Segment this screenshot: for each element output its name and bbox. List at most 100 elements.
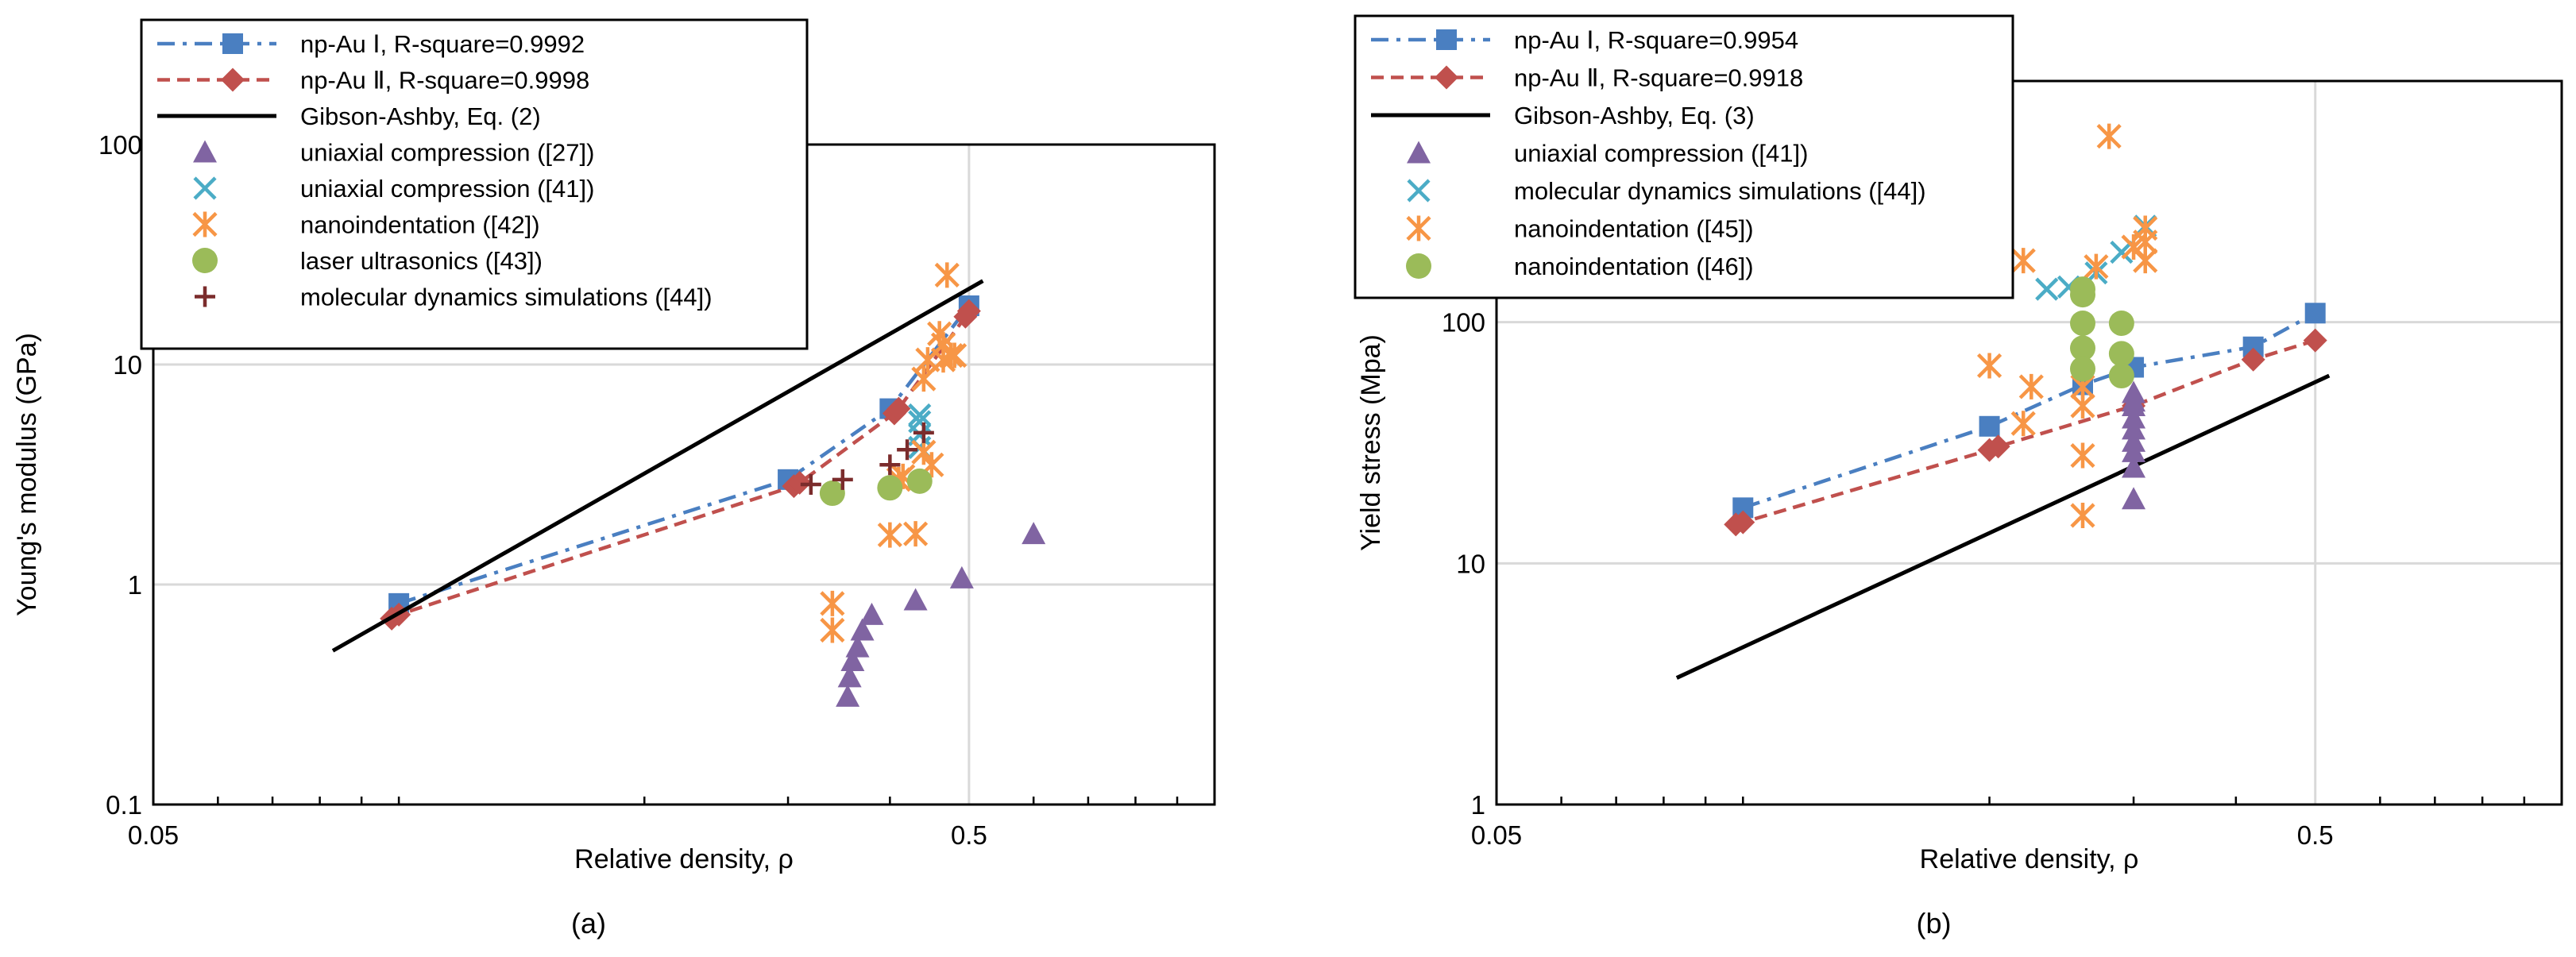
panel-a-x-axis-label: Relative density, ρ bbox=[574, 844, 794, 874]
panel-b: 0.05 0.5 1 10 100 Relative density, ρ Yield st… bbox=[1354, 14, 2563, 940]
panel-b-data-point bbox=[2010, 411, 2036, 437]
panel-a-data-point bbox=[938, 342, 964, 369]
panel-a-data-point bbox=[913, 422, 934, 443]
panel-b-y-tick-label: 100 bbox=[1442, 308, 1485, 338]
panel-b-data-point bbox=[2070, 356, 2096, 382]
panel-a-data-point bbox=[949, 565, 974, 588]
panel-a-x-tick-label: 0.5 bbox=[951, 820, 987, 850]
panel-a-data-point bbox=[820, 590, 845, 616]
panel-a-data-point bbox=[886, 396, 911, 421]
panel-b-series-line bbox=[1735, 338, 2316, 527]
panel-a-data-point bbox=[877, 522, 902, 548]
panel-b-series-line bbox=[1742, 311, 2316, 510]
panel-b-y-axis-label: Yield stress (Mpa) bbox=[1356, 334, 1386, 551]
panel-b-data-point bbox=[2108, 310, 2134, 336]
panel-a-series-1 bbox=[380, 299, 981, 631]
panel-b-data-point bbox=[2084, 253, 2109, 280]
panel-a-x-tick-label: 0.05 bbox=[128, 820, 179, 850]
panel-a-series-line bbox=[398, 304, 971, 606]
panel-a-data-point bbox=[1022, 522, 1046, 545]
panel-a-legend-label: nanoindentation ([42]) bbox=[300, 211, 540, 239]
panel-b-data-point bbox=[2070, 442, 2095, 469]
panel-a-data-point bbox=[908, 410, 932, 434]
panel-a-legend-label: uniaxial compression ([41]) bbox=[300, 175, 594, 203]
panel-b-data-point bbox=[2304, 303, 2326, 324]
panel-b-y-tick-label: 1 bbox=[1471, 790, 1485, 820]
panel-b-data-point bbox=[2110, 241, 2134, 264]
panel-b-legend-marker bbox=[1435, 65, 1458, 90]
panel-a-y-tick-label: 100 bbox=[98, 130, 142, 160]
panel-a-series-line bbox=[331, 279, 984, 653]
panel-a-data-point bbox=[908, 403, 932, 427]
panel-a-legend: np-Au Ⅰ, R-square=0.9992 np-Au Ⅱ, R-squar… bbox=[140, 18, 809, 350]
panel-a-y-tick-label: 10 bbox=[113, 350, 142, 380]
panel-a-data-point bbox=[840, 649, 865, 672]
panel-b-series bbox=[1675, 123, 2331, 680]
panel-a-legend-marker bbox=[193, 176, 217, 200]
panel-a-data-point bbox=[859, 602, 884, 625]
panel-a-legend-label: Gibson-Ashby, Eq. (2) bbox=[300, 102, 541, 130]
panel-a-data-point bbox=[911, 366, 937, 392]
panel-a-legend-marker bbox=[192, 211, 218, 237]
panel-b-legend-marker bbox=[1407, 179, 1431, 203]
panel-b-data-point bbox=[2010, 248, 2036, 274]
panel-b-series-3 bbox=[2122, 380, 2146, 510]
panel-b-data-point bbox=[2122, 455, 2146, 478]
panel-b-legend-label: np-Au Ⅱ, R-square=0.9918 bbox=[1514, 64, 1803, 92]
panel-a-y-tick-label: 0.1 bbox=[106, 790, 142, 820]
panel-a-data-point bbox=[837, 665, 862, 688]
panel-b-series-2 bbox=[1675, 373, 2331, 680]
panel-a-legend-marker bbox=[222, 33, 243, 54]
panel-a-data-point bbox=[903, 588, 928, 611]
panel-b-data-point bbox=[2108, 363, 2134, 389]
panel-a-legend-label: molecular dynamics simulations ([44]) bbox=[300, 284, 713, 311]
panel-a-y-axis-label: Young's modulus (GPa) bbox=[12, 333, 42, 616]
panel-a-data-point bbox=[820, 617, 845, 643]
panel-b-legend-marker bbox=[1406, 215, 1431, 241]
panel-a-series-line bbox=[391, 310, 971, 620]
panel-a-data-point bbox=[903, 521, 929, 547]
panel-a-data-point bbox=[836, 684, 860, 707]
panel-b-x-tick-label: 0.5 bbox=[2297, 820, 2334, 850]
panel-b-data-point bbox=[2018, 373, 2044, 399]
panel-a-data-point bbox=[897, 439, 918, 461]
panel-a-data-point bbox=[879, 454, 901, 476]
panel-b-gridlines bbox=[1497, 81, 2562, 805]
panel-b-data-point bbox=[1986, 434, 2010, 459]
panel-b-data-point bbox=[1976, 353, 2002, 379]
panel-b-data-point bbox=[2122, 487, 2146, 510]
panel-b-legend: np-Au Ⅰ, R-square=0.9954 np-Au Ⅱ, R-squar… bbox=[1354, 14, 2014, 299]
panel-b-series-5 bbox=[1976, 123, 2158, 529]
panel-a-legend-label: uniaxial compression ([27]) bbox=[300, 139, 594, 167]
panel-a-series-7 bbox=[800, 422, 934, 496]
panel-a: 0.05 0.5 0.1 1 10 100 Relative density, ρ Young… bbox=[12, 18, 1216, 940]
panel-b-series-0 bbox=[1732, 303, 2326, 519]
panel-a-series-6 bbox=[819, 468, 933, 507]
panel-b-plot-area bbox=[1495, 79, 2563, 806]
panel-b-data-point bbox=[2133, 248, 2158, 274]
panel-b-legend-box bbox=[1354, 14, 2014, 299]
panel-a-gridlines bbox=[153, 145, 1215, 805]
panel-a-legend-label: np-Au Ⅱ, R-square=0.9998 bbox=[300, 67, 589, 95]
panel-a-data-point bbox=[956, 299, 981, 323]
panel-b-series-6 bbox=[2070, 276, 2134, 389]
panel-a-series bbox=[331, 262, 1046, 707]
panel-a-data-point bbox=[800, 474, 821, 496]
panel-b-series-line bbox=[1675, 373, 2331, 680]
panel-a-legend-marker bbox=[195, 286, 215, 307]
panel-b-x-tick-label: 0.05 bbox=[1471, 820, 1522, 850]
panel-a-data-point bbox=[819, 480, 845, 507]
panel-b-data-point bbox=[2096, 123, 2122, 149]
panel-a-y-tick-label: 1 bbox=[128, 570, 142, 600]
panel-a-data-point bbox=[906, 468, 933, 494]
panel-a-series-3 bbox=[836, 522, 1046, 707]
panel-b-data-point bbox=[1979, 415, 2000, 437]
panel-a-data-point bbox=[877, 475, 903, 501]
panel-a-data-point bbox=[845, 635, 870, 658]
panel-a-legend-marker bbox=[193, 140, 217, 163]
panel-b-data-point bbox=[2070, 310, 2096, 336]
panel-b-legend-label: molecular dynamics simulations ([44]) bbox=[1514, 177, 1926, 205]
panel-a-legend-label: np-Au Ⅰ, R-square=0.9992 bbox=[300, 30, 585, 58]
panel-b-legend-marker bbox=[1407, 141, 1431, 164]
